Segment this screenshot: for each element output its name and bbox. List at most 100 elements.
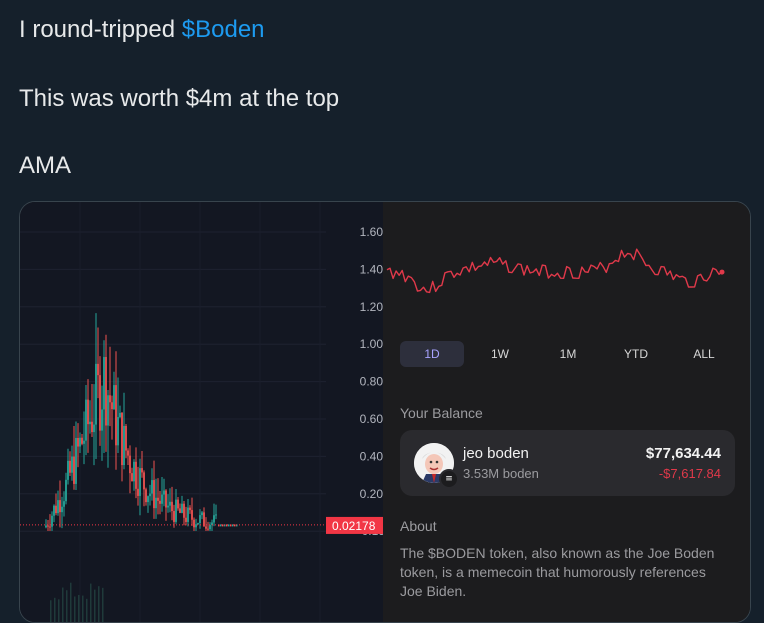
candlestick-chart: 1.6000 1.4000 1.2000 1.0000 0.8000 0.6000 0.40… bbox=[20, 202, 383, 622]
candle-body bbox=[123, 425, 125, 466]
candle-body bbox=[185, 517, 187, 522]
candle-body bbox=[125, 425, 127, 451]
candle-body bbox=[79, 437, 81, 447]
candle-body bbox=[59, 500, 61, 513]
candle-body bbox=[215, 514, 217, 516]
candle-body bbox=[213, 515, 215, 523]
candle-body bbox=[111, 402, 113, 410]
candle-body bbox=[53, 505, 55, 516]
candle-body bbox=[157, 497, 159, 501]
candle-body bbox=[107, 395, 109, 426]
candle-body bbox=[183, 503, 185, 518]
candle-body bbox=[173, 510, 175, 522]
candle-body bbox=[189, 507, 191, 511]
candle-body bbox=[103, 357, 105, 410]
candle-body bbox=[63, 501, 65, 507]
price-axis-tick-label: 0.4000 bbox=[360, 449, 383, 463]
wallet-app-panel: 1D 1W 1M YTD ALL Your Balance ≡ jeo boden 3.… bbox=[383, 202, 750, 622]
candle-body bbox=[101, 409, 103, 431]
price-axis-tick-label: 0.6000 bbox=[360, 412, 383, 426]
solana-badge-icon: ≡ bbox=[439, 469, 459, 489]
volume-bar bbox=[94, 589, 96, 622]
price-sparkline bbox=[386, 248, 725, 294]
price-axis-tick-label: 0.2000 bbox=[360, 487, 383, 501]
candle-body bbox=[169, 501, 171, 506]
tweet-media-card[interactable]: 1.6000 1.4000 1.2000 1.0000 0.8000 0.6000 0.40… bbox=[19, 201, 751, 623]
volume-bar bbox=[78, 594, 80, 622]
candle-body bbox=[83, 440, 85, 444]
candle-body bbox=[109, 395, 111, 403]
candle-body bbox=[177, 499, 179, 509]
candle-body bbox=[135, 461, 137, 489]
candle-body bbox=[161, 494, 163, 504]
candle-body bbox=[105, 357, 107, 426]
candle-body bbox=[97, 363, 99, 376]
volume-bar bbox=[50, 600, 52, 622]
candle-body bbox=[77, 437, 79, 447]
volume-bar bbox=[58, 599, 60, 622]
candle-body bbox=[57, 500, 59, 514]
candle-body bbox=[119, 412, 121, 418]
cashtag-link[interactable]: $Boden bbox=[181, 16, 265, 43]
candle-body bbox=[143, 472, 145, 490]
candle-body bbox=[91, 421, 93, 433]
price-axis-tick-label: 1.6000 bbox=[360, 225, 383, 239]
candle-body bbox=[228, 524, 230, 527]
range-tab-all[interactable]: ALL bbox=[693, 347, 715, 361]
candle-body bbox=[191, 510, 193, 520]
candle-body bbox=[234, 524, 236, 527]
volume-bar bbox=[70, 582, 72, 622]
candle-body bbox=[197, 523, 199, 525]
range-tab-1d[interactable]: 1D bbox=[400, 341, 464, 367]
range-tab-1m[interactable]: 1M bbox=[559, 347, 577, 361]
candle-body bbox=[113, 385, 115, 410]
candle-body bbox=[121, 412, 123, 466]
candle-body bbox=[222, 524, 224, 527]
candle-body bbox=[159, 500, 161, 504]
candle-body bbox=[71, 456, 73, 473]
sparkline-path bbox=[386, 248, 723, 294]
token-name: jeo boden bbox=[463, 445, 529, 462]
candle-body bbox=[89, 421, 91, 425]
candle-body bbox=[209, 525, 211, 530]
range-tab-ytd[interactable]: YTD bbox=[624, 347, 648, 361]
candle-body bbox=[115, 385, 117, 446]
volume-bar bbox=[102, 587, 104, 622]
candle-body bbox=[163, 490, 165, 495]
volume-bar bbox=[54, 597, 56, 622]
candle-body bbox=[127, 450, 129, 456]
price-axis-tick-label: 1.2000 bbox=[360, 300, 383, 314]
candle-body bbox=[55, 505, 57, 514]
about-section-title: About bbox=[400, 518, 437, 534]
tweet-text-line-3: AMA bbox=[19, 152, 72, 179]
sparkline-end-dot bbox=[719, 269, 725, 275]
candle-body bbox=[187, 507, 189, 522]
candle-body bbox=[137, 488, 139, 496]
range-tab-1w[interactable]: 1W bbox=[491, 347, 509, 361]
candle-body bbox=[133, 461, 135, 482]
candle-body bbox=[165, 490, 167, 508]
candle-body bbox=[181, 503, 183, 513]
candle-body bbox=[95, 363, 97, 425]
candle-body bbox=[117, 417, 119, 446]
candle-body bbox=[193, 519, 195, 528]
volume-bar bbox=[62, 587, 64, 622]
volume-bar bbox=[74, 596, 76, 622]
current-price-tag bbox=[326, 516, 383, 534]
candle-body bbox=[149, 493, 151, 497]
token-avatar bbox=[414, 443, 454, 483]
price-axis-tick-label: 0.8000 bbox=[360, 375, 383, 389]
candle-body bbox=[211, 522, 213, 526]
balance-section-title: Your Balance bbox=[400, 405, 483, 421]
candle-body bbox=[139, 468, 141, 496]
candle-body bbox=[175, 499, 177, 522]
token-value: $77,634.44 bbox=[645, 445, 721, 462]
candle-body bbox=[203, 512, 205, 527]
candle-body bbox=[129, 455, 131, 474]
candle-body bbox=[201, 512, 203, 516]
token-balance-row[interactable]: ≡ jeo boden 3.53M boden $77,634.44 -$7,6… bbox=[400, 430, 735, 496]
current-price-label: 0.02178 bbox=[332, 519, 376, 533]
candle-body bbox=[155, 497, 157, 509]
tweet-text-line-1: I round-tripped $Boden bbox=[19, 15, 265, 45]
candle-body bbox=[151, 480, 153, 494]
